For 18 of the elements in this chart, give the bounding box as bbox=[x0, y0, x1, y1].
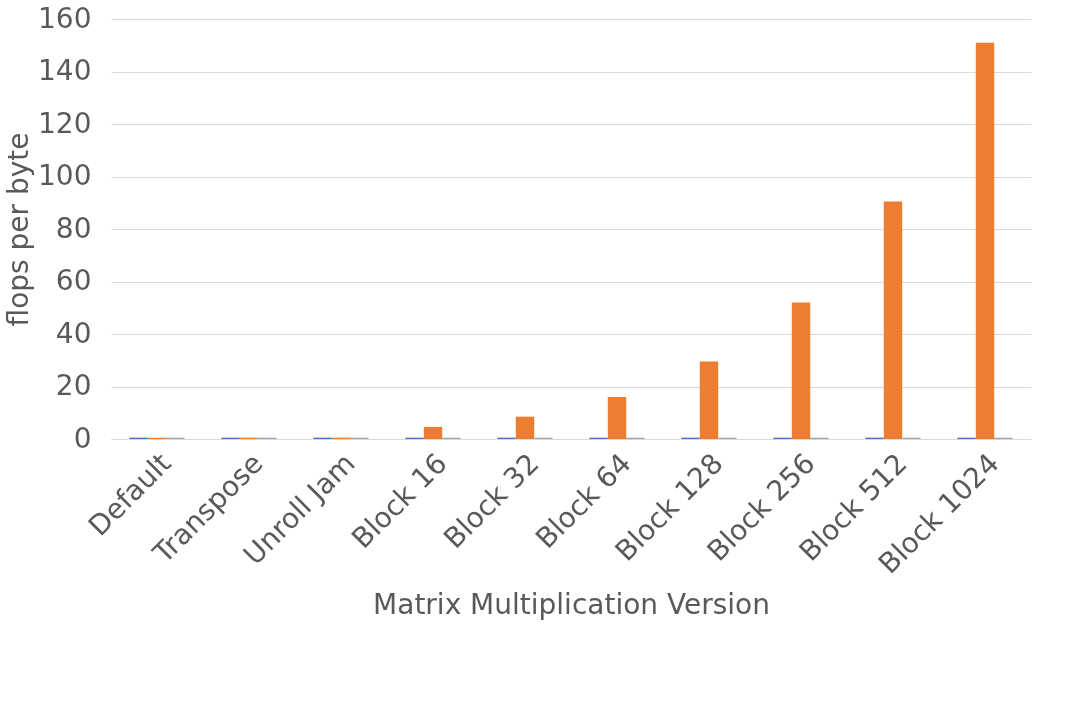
y-tick-label: 0 bbox=[73, 421, 92, 455]
y-axis-title: flops per byte bbox=[2, 132, 36, 327]
bar bbox=[423, 426, 443, 439]
bar bbox=[975, 42, 995, 439]
bar bbox=[883, 201, 903, 439]
y-tick-label: 160 bbox=[38, 1, 92, 35]
y-tick-label: 60 bbox=[55, 264, 92, 297]
bar bbox=[515, 416, 535, 439]
y-tick-label: 120 bbox=[38, 106, 92, 140]
y-tick-label: 80 bbox=[55, 211, 92, 245]
bar bbox=[791, 302, 811, 439]
bar bbox=[699, 361, 719, 439]
y-tick-label: 140 bbox=[38, 54, 92, 87]
bar bbox=[607, 397, 627, 439]
y-tick-label: 100 bbox=[38, 159, 92, 192]
y-tick-label: 20 bbox=[55, 369, 92, 402]
y-tick-label: 40 bbox=[55, 316, 92, 350]
x-axis-title: Matrix Multiplication Version bbox=[373, 587, 770, 621]
